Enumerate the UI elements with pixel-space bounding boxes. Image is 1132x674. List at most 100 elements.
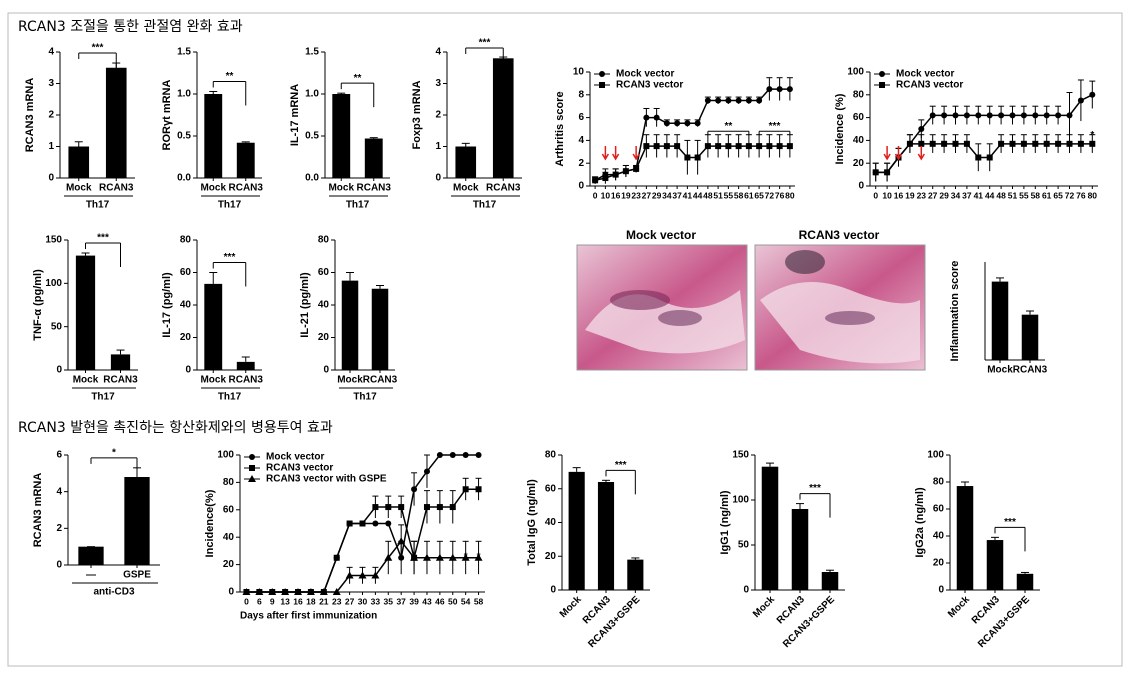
- x-tick-label: Mock: [453, 183, 479, 194]
- x-tick-label: 16: [894, 190, 904, 200]
- data-point: [941, 112, 948, 119]
- data-point: [1055, 140, 1062, 147]
- x-tick-label: 34: [951, 190, 961, 200]
- bar: [332, 94, 351, 178]
- bar: [341, 280, 359, 370]
- x-tick-label: 76: [775, 190, 785, 200]
- x-tick-label: 65: [754, 190, 764, 200]
- bar: [1016, 573, 1034, 590]
- x-tick-label: 33: [371, 596, 381, 606]
- y-tick-label: 0: [578, 181, 584, 192]
- x-tick-label: 51: [713, 190, 723, 200]
- group-label: Th17: [218, 392, 242, 403]
- data-point: [448, 553, 457, 561]
- y-tick-label: 100: [847, 67, 864, 78]
- data-point: [704, 143, 711, 150]
- data-point: [398, 504, 405, 511]
- y-axis-label: RORγt mRNA: [161, 80, 173, 151]
- y-tick-label: 0: [743, 585, 749, 596]
- data-point: [952, 140, 959, 147]
- data-point: [694, 120, 701, 127]
- y-tick-label: 60: [223, 504, 235, 515]
- bar: [75, 255, 96, 370]
- data-point: [998, 112, 1005, 119]
- y-tick-label: 40: [318, 300, 330, 311]
- frame: [7, 12, 1123, 667]
- y-tick-label: 150: [732, 450, 749, 461]
- annotation: *: [464, 552, 468, 563]
- bar: [986, 540, 1004, 590]
- x-tick-label: 23: [332, 596, 342, 606]
- y-tick-label: 0: [56, 560, 62, 571]
- data-point: [306, 588, 315, 595]
- data-point: [397, 537, 406, 545]
- legend-label: Mock vector: [266, 452, 324, 463]
- data-point: [786, 143, 793, 150]
- bar: [110, 354, 131, 370]
- y-axis-label: Incidence (%): [834, 93, 846, 164]
- legend-label: RCAN3 vector with GSPE: [266, 474, 387, 485]
- data-point: [294, 588, 303, 595]
- y-tick-label: 100: [45, 278, 62, 289]
- y-axis-label: Incidence(%): [204, 489, 216, 557]
- injection-arrow: [894, 146, 903, 161]
- x-tick-label: 46: [435, 596, 445, 606]
- x-tick-label: 0: [593, 190, 598, 200]
- data-point: [776, 143, 783, 150]
- y-tick-label: 20: [853, 158, 865, 169]
- y-tick-label: 40: [545, 517, 557, 528]
- data-point: [319, 588, 328, 595]
- legend-marker: [879, 71, 885, 77]
- injection-arrow: [601, 146, 610, 161]
- x-tick-label: 48: [703, 190, 713, 200]
- legend-marker: [248, 475, 256, 482]
- bar: [68, 146, 90, 178]
- data-point: [462, 486, 469, 493]
- data-point: [435, 553, 444, 561]
- y-tick-label: 4: [435, 47, 441, 58]
- y-axis-label: Inflammation score: [949, 261, 961, 362]
- data-point: [1009, 140, 1016, 147]
- y-tick-label: 20: [223, 559, 235, 570]
- y-tick-label: 80: [223, 477, 235, 488]
- x-tick-label: Mock: [66, 183, 92, 194]
- x-tick-label: 6: [257, 596, 262, 606]
- data-point: [1066, 112, 1073, 119]
- histology-image: RCAN3 vector: [754, 228, 926, 371]
- x-tick-label: 27: [345, 596, 355, 606]
- data-point: [663, 143, 670, 150]
- data-point: [756, 97, 763, 104]
- data-point: [602, 175, 609, 182]
- group-label: Th17: [86, 200, 110, 211]
- x-tick-label: 48: [996, 190, 1006, 200]
- bar: [568, 471, 585, 590]
- data-point: [475, 486, 482, 493]
- x-tick-label: 41: [974, 190, 984, 200]
- bar: [236, 142, 255, 178]
- data-point: [918, 126, 925, 132]
- tissue-shape: [785, 250, 825, 274]
- y-tick-label: 60: [545, 483, 557, 494]
- significance-label: ***: [479, 38, 491, 49]
- data-point: [998, 140, 1005, 147]
- y-tick-label: 80: [933, 477, 945, 488]
- x-tick-label: 44: [693, 190, 703, 200]
- data-point: [643, 143, 650, 150]
- y-tick-label: 20: [545, 551, 557, 562]
- bar: [492, 58, 514, 178]
- data-point: [622, 168, 629, 175]
- data-point: [612, 171, 619, 178]
- data-point: [704, 97, 711, 104]
- data-point: [963, 112, 970, 119]
- annotation: *: [477, 552, 481, 563]
- bar: [991, 281, 1009, 360]
- histology-image: Mock vector: [576, 228, 748, 371]
- data-point: [1089, 140, 1096, 147]
- x-tick-label: 16: [611, 190, 621, 200]
- y-tick-label: 2: [48, 110, 54, 121]
- data-point: [715, 143, 722, 150]
- data-point: [986, 154, 993, 161]
- data-point: [1055, 112, 1062, 119]
- data-point: [385, 520, 392, 527]
